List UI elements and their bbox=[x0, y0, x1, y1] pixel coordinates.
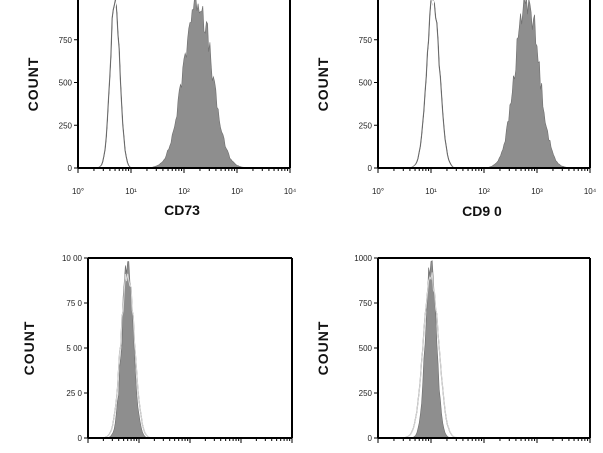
axes: 0 250 500 750 10° 10¹ 10² 10³ 10⁴ bbox=[359, 0, 597, 196]
y-tick-label: 5 00 bbox=[66, 344, 82, 353]
y-tick-label: 750 bbox=[359, 36, 373, 45]
x-tick-label: 10° bbox=[372, 187, 384, 196]
y-tick-label: 75 0 bbox=[66, 299, 82, 308]
histogram-panel-2: 0 250 500 750 10° 10¹ 10² 10³ 10⁴ COUNT CD9 0 bbox=[315, 0, 597, 219]
x-tick-label: 10² bbox=[178, 187, 190, 196]
y-tick-label: 250 bbox=[359, 121, 373, 130]
histogram-panel-4: 0 250 500 750 1000 COUNT bbox=[315, 254, 591, 443]
x-tick-label: 10³ bbox=[531, 187, 543, 196]
y-tick-label: 500 bbox=[59, 79, 73, 88]
control-histogram bbox=[78, 0, 290, 168]
control-histogram bbox=[378, 0, 590, 168]
x-axis-title: CD9 0 bbox=[462, 203, 502, 219]
histogram-panel-3: 0 25 0 5 00 75 0 10 00 COUNT bbox=[21, 254, 293, 443]
x-tick-label: 10° bbox=[72, 187, 84, 196]
plot-area bbox=[378, 0, 590, 168]
control-histogram-overlay bbox=[88, 273, 292, 438]
x-tick-label: 10² bbox=[478, 187, 490, 196]
y-axis-title: COUNT bbox=[315, 321, 331, 376]
y-tick-label: 250 bbox=[59, 121, 73, 130]
control-histogram bbox=[378, 272, 590, 438]
x-tick-label: 10³ bbox=[231, 187, 243, 196]
sample-histogram bbox=[88, 261, 292, 438]
plot-area bbox=[78, 0, 290, 168]
y-axis-title: COUNT bbox=[315, 57, 331, 112]
y-tick-label: 0 bbox=[78, 434, 83, 443]
x-tick-label: 10⁴ bbox=[284, 187, 297, 196]
sample-histogram bbox=[78, 0, 290, 168]
y-tick-label: 500 bbox=[359, 344, 373, 353]
y-tick-label: 25 0 bbox=[66, 389, 82, 398]
y-tick-label: 0 bbox=[368, 164, 373, 173]
y-tick-label: 250 bbox=[359, 389, 373, 398]
x-tick-label: 10¹ bbox=[425, 187, 437, 196]
y-tick-label: 750 bbox=[359, 299, 373, 308]
y-tick-label: 0 bbox=[68, 164, 73, 173]
y-axis-title: COUNT bbox=[21, 321, 37, 376]
y-tick-label: 1000 bbox=[354, 254, 372, 263]
axes: 0 250 500 750 1000 bbox=[354, 254, 591, 443]
y-tick-label: 0 bbox=[368, 434, 373, 443]
sample-histogram bbox=[378, 0, 590, 168]
y-axis-title: COUNT bbox=[25, 57, 41, 112]
axes: 0 25 0 5 00 75 0 10 00 bbox=[62, 254, 293, 443]
y-tick-label: 500 bbox=[359, 79, 373, 88]
plot-area bbox=[88, 261, 292, 438]
sample-histogram bbox=[378, 260, 590, 438]
plot-area bbox=[378, 260, 590, 438]
axes: 0 250 500 750 10° 10¹ 10² 10³ 10⁴ bbox=[59, 0, 297, 196]
x-tick-label: 10¹ bbox=[125, 187, 137, 196]
histogram-panel-1: 0 250 500 750 10° 10¹ 10² 10³ 10⁴ COUNT CD73 bbox=[25, 0, 297, 218]
x-axis-title: CD73 bbox=[164, 202, 200, 218]
control-histogram-overlay bbox=[378, 272, 590, 438]
control-histogram-highlight bbox=[79, 0, 290, 168]
control-histogram-highlight bbox=[379, 0, 590, 168]
y-tick-label: 10 00 bbox=[62, 254, 83, 263]
y-tick-label: 750 bbox=[59, 36, 73, 45]
control-histogram-highlight bbox=[379, 272, 590, 438]
x-tick-label: 10⁴ bbox=[584, 187, 597, 196]
